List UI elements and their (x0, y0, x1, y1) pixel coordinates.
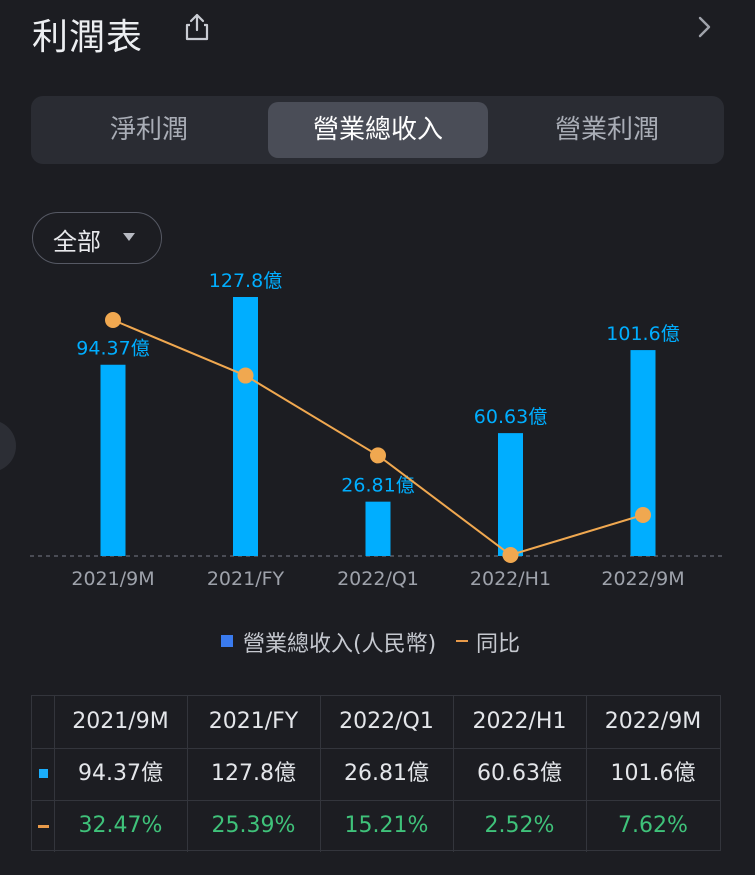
table-corner-cell (32, 696, 55, 748)
chart-bar (498, 433, 523, 556)
chart-bar (100, 364, 126, 556)
table-row-revenue: 94.37億 127.8億 26.81億 60.63億 101.6億 (32, 748, 720, 801)
table-header-cell: 2021/FY (187, 696, 321, 748)
chart-x-tick-label: 2022/H1 (470, 568, 551, 590)
revenue-marker-icon (39, 769, 48, 778)
chevron-right-icon[interactable] (692, 12, 716, 42)
chart-bar (630, 350, 656, 556)
side-drawer-handle[interactable] (0, 420, 16, 472)
page-title: 利潤表 (32, 17, 144, 58)
legend-yoy-label: 同比 (476, 632, 521, 657)
chart-x-tick-label: 2022/9M (601, 568, 684, 590)
chart-yoy-point (237, 367, 254, 384)
table-cell: 26.81億 (320, 748, 454, 800)
legend-yoy-swatch (456, 640, 468, 642)
header: 利潤表 (0, 0, 755, 60)
revenue-chart: 94.37億 2021/9M 127.8億 2021/FY 26.81億 2022/Q1 6… (30, 270, 725, 590)
table-header-row: 2021/9M 2021/FY 2022/Q1 2022/H1 2022/9M (32, 696, 720, 749)
chart-x-tick-label: 2021/FY (207, 568, 285, 590)
tab-net-profit[interactable]: 淨利潤 (109, 115, 188, 145)
chart-yoy-point (635, 506, 651, 523)
table-cell: 7.62% (618, 813, 688, 838)
chart-bar-label: 101.6億 (606, 323, 679, 345)
tab-operating-profit[interactable]: 營業利潤 (554, 115, 659, 145)
revenue-marker-cell (32, 748, 55, 800)
revenue-table: 2021/9M 2021/FY 2022/Q1 2022/H1 2022/9M … (31, 695, 721, 852)
chart-yoy-point (502, 547, 519, 563)
metric-tabs: 淨利潤 營業總收入 營業利潤 (31, 96, 724, 164)
table-cell: 25.39% (187, 800, 321, 852)
table-header-cell: 2022/Q1 (320, 696, 454, 748)
table-cell: 60.63億 (453, 748, 587, 800)
chart-bar-label: 127.8億 (209, 270, 282, 292)
chart-bar (365, 501, 391, 556)
table-cell: 2.52% (453, 800, 587, 852)
yoy-marker-cell (32, 800, 55, 852)
chart-bar-label: 94.37億 (76, 338, 149, 360)
chart-x-tick-label: 2021/9M (71, 568, 154, 590)
legend-revenue-swatch (221, 635, 233, 647)
filter-label: 全部 (53, 228, 101, 256)
period-filter-dropdown[interactable]: 全部 (32, 212, 162, 264)
chart-x-tick-label: 2022/Q1 (337, 568, 419, 590)
chart-yoy-point (105, 312, 121, 328)
chart-bar-label: 26.81億 (341, 475, 414, 497)
table-header-cell: 2021/9M (54, 696, 188, 748)
table-cell: 101.6億 (610, 761, 696, 786)
table-cell: 15.21% (320, 800, 454, 852)
caret-down-icon (123, 233, 135, 241)
table-header-cell: 2022/H1 (453, 696, 587, 748)
table-cell: 127.8億 (187, 748, 321, 800)
share-icon[interactable] (182, 12, 212, 42)
tab-total-revenue[interactable]: 營業總收入 (268, 102, 488, 158)
legend-revenue-label: 營業總收入(人民幣) (243, 632, 437, 657)
chart-legend: 營業總收入(人民幣) 同比 (0, 626, 755, 658)
table-cell: 32.47% (54, 800, 188, 852)
table-row-yoy: 32.47% 25.39% 15.21% 2.52% 7.62% (32, 800, 720, 852)
chart-bar-label: 60.63億 (474, 406, 547, 428)
chart-yoy-point (370, 447, 386, 464)
table-cell: 94.37億 (54, 748, 188, 800)
yoy-marker-icon (38, 825, 49, 828)
table-header-cell: 2022/9M (604, 709, 702, 734)
chart-bar (233, 297, 258, 556)
